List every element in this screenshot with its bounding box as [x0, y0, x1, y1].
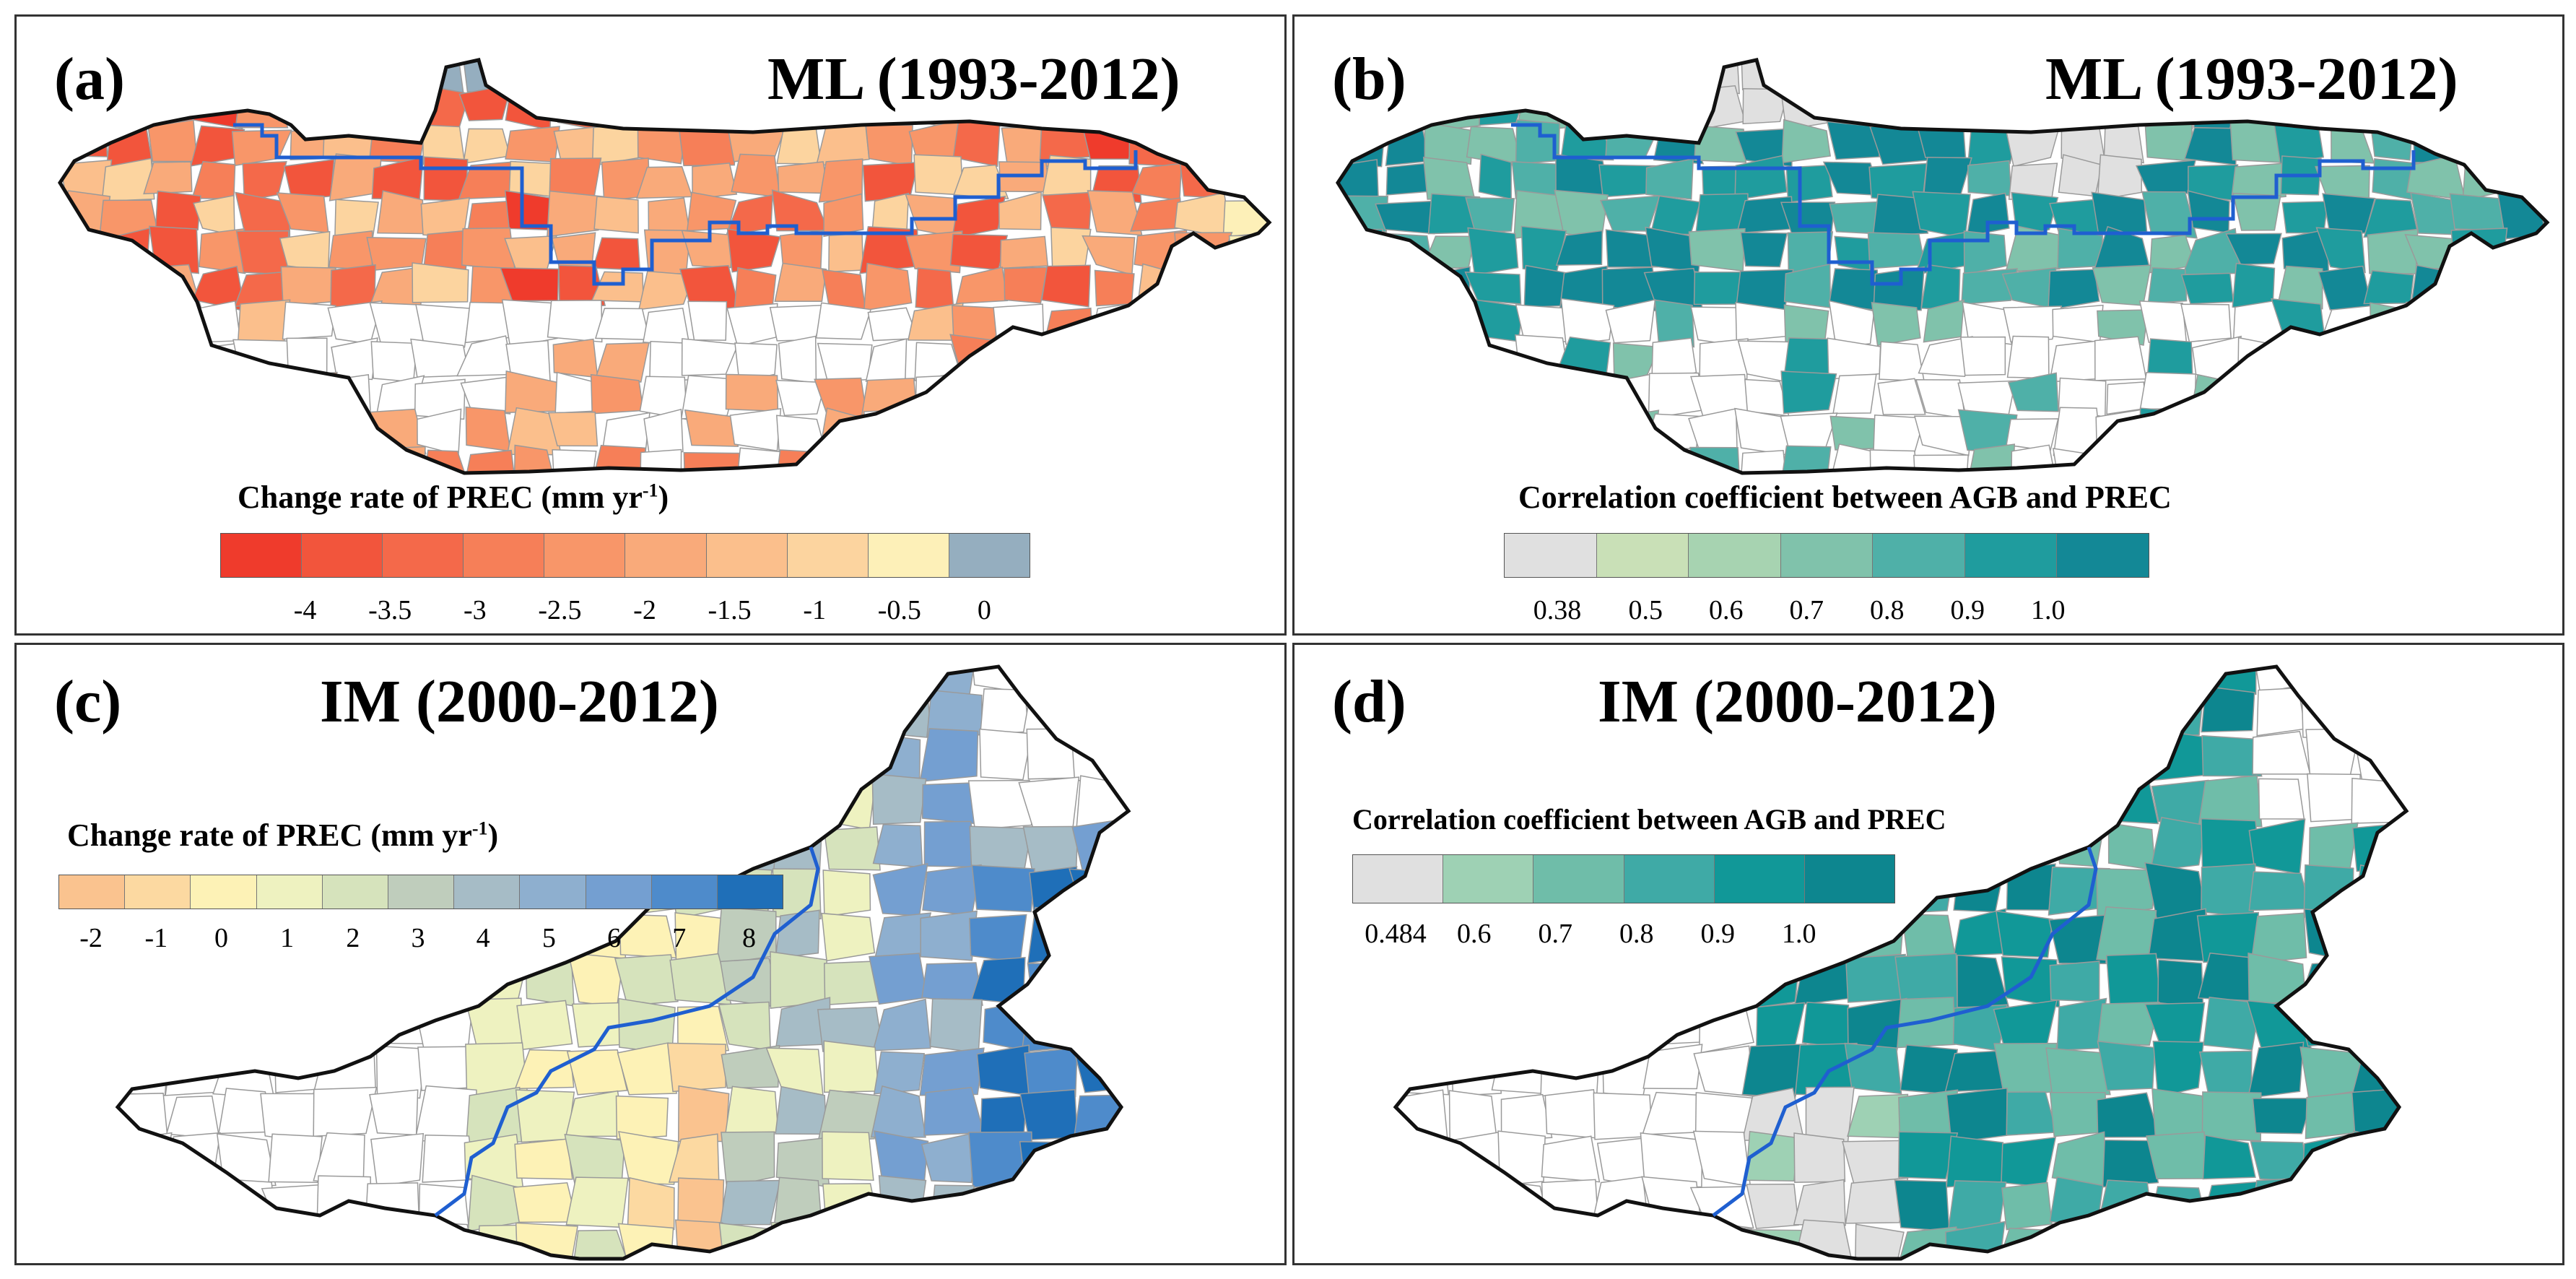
legend-tick-label: -3.5	[368, 595, 412, 625]
panel-a: (a) ML (1993-2012) Change rate of PREC (…	[14, 14, 1287, 636]
legend-tick-label: -2	[79, 923, 103, 953]
legend-tick-label: 1	[280, 923, 295, 953]
legend-tick-label: -1	[144, 923, 168, 953]
legend-swatch	[1533, 855, 1624, 903]
legend-title: Correlation coefficient between AGB and …	[1518, 480, 2172, 515]
legend-swatch	[1505, 534, 1597, 577]
legend-ticks: -4 -3.5 -3 -2.5 -2 -1.5 -1 -0.5 0	[220, 594, 1029, 630]
legend-swatch	[1689, 534, 1781, 577]
legend-colorbar	[1504, 533, 2149, 578]
legend-tick-label: 0.38	[1533, 595, 1582, 625]
legend-swatch	[787, 534, 869, 577]
legend-swatch	[454, 875, 521, 909]
legend-ticks: 0.484 0.6 0.7 0.8 0.9 1.0	[1352, 918, 1894, 954]
legend-ticks: -2 -1 0 1 2 3 4 5 6 7 8	[58, 922, 782, 958]
legend-swatch	[191, 875, 257, 909]
panel-label: (a)	[54, 45, 125, 113]
legend-swatch	[1624, 855, 1715, 903]
legend-title: Change rate of PREC (mm yr-1)	[67, 818, 499, 853]
legend-tick-label: 5	[541, 923, 556, 953]
legend-tick-label: 7	[672, 923, 687, 953]
legend-tick-label: -4	[293, 595, 317, 625]
legend-tick-label: 0.6	[1708, 595, 1744, 625]
legend-swatch	[1596, 534, 1689, 577]
legend-swatch	[651, 875, 718, 909]
legend-swatch	[706, 534, 788, 577]
legend-swatch	[1714, 855, 1805, 903]
legend-swatch	[625, 534, 707, 577]
legend-tick-label: 0.7	[1538, 919, 1573, 949]
legend-tick-label: 0	[977, 595, 991, 625]
legend-swatch	[1353, 855, 1444, 903]
map-ml-a	[58, 58, 1272, 475]
legend-swatch	[464, 534, 545, 577]
panel-label: (d)	[1332, 668, 1406, 735]
legend-swatch	[1873, 534, 1965, 577]
legend-tick-label: 0.8	[1869, 595, 1905, 625]
legend-swatch	[1780, 534, 1874, 577]
legend-tick-label: 0.8	[1619, 919, 1654, 949]
legend-tick-label: 0.9	[1700, 919, 1736, 949]
legend-tick-label: 4	[476, 923, 490, 953]
legend-swatch	[125, 875, 191, 909]
legend-tick-label: 0.484	[1365, 919, 1427, 949]
legend-tick-label: -2	[633, 595, 656, 625]
panel-label: (b)	[1332, 45, 1406, 113]
legend-tick-label: 1.0	[1782, 919, 1816, 949]
legend-tick-label: 0.6	[1457, 919, 1492, 949]
map-ml-b	[1336, 58, 2550, 475]
legend-swatch	[383, 534, 464, 577]
legend-ticks: 0.38 0.5 0.6 0.7 0.8 0.9 1.0	[1504, 594, 2148, 630]
legend-tick-label: 0.7	[1789, 595, 1824, 625]
legend-tick-label: 0	[214, 923, 228, 953]
legend-tick-label: -3	[463, 595, 487, 625]
legend-colorbar	[220, 533, 1030, 578]
legend-swatch	[221, 534, 303, 577]
legend-colorbar	[1352, 854, 1895, 903]
panel-title: IM (2000-2012)	[320, 668, 719, 735]
legend-tick-label: -0.5	[877, 595, 921, 625]
legend-swatch	[1804, 855, 1895, 903]
legend-swatch	[717, 875, 783, 909]
panel-d: (d) IM (2000-2012) Correlation coefficie…	[1292, 643, 2564, 1265]
legend-tick-label: -1.5	[708, 595, 752, 625]
legend-tick-label: 0.5	[1628, 595, 1663, 625]
legend-tick-label: 1.0	[2030, 595, 2066, 625]
panel-title: ML (1993-2012)	[767, 45, 1180, 113]
legend-tick-label: 0.9	[1950, 595, 1985, 625]
legend-swatch	[302, 534, 383, 577]
panel-b: (b) ML (1993-2012) Correlation coefficie…	[1292, 14, 2564, 636]
legend-swatch	[949, 534, 1030, 577]
legend-swatch	[1964, 534, 2058, 577]
legend-title: Correlation coefficient between AGB and …	[1352, 803, 1946, 836]
legend-swatch	[322, 875, 388, 909]
legend-swatch	[256, 875, 323, 909]
panel-c: (c) IM (2000-2012) Change rate of PREC (…	[14, 643, 1287, 1265]
legend-swatch	[544, 534, 626, 577]
legend-tick-label: -2.5	[538, 595, 582, 625]
legend-colorbar	[58, 875, 783, 909]
legend-title: Change rate of PREC (mm yr-1)	[238, 480, 669, 515]
map-im-c	[115, 664, 1131, 1261]
legend-swatch	[2057, 534, 2149, 577]
legend-swatch	[586, 875, 652, 909]
map-im-d	[1393, 664, 2409, 1261]
legend-swatch	[520, 875, 586, 909]
legend-swatch	[1443, 855, 1534, 903]
legend-tick-label: 2	[346, 923, 360, 953]
legend-tick-label: 8	[741, 923, 756, 953]
legend-swatch	[388, 875, 455, 909]
panel-title: ML (1993-2012)	[2045, 45, 2458, 113]
legend-swatch	[59, 875, 126, 909]
panel-title: IM (2000-2012)	[1598, 668, 1997, 735]
panel-label: (c)	[54, 668, 122, 735]
legend-tick-label: -1	[803, 595, 827, 625]
legend-tick-label: 6	[607, 923, 622, 953]
legend-tick-label: 3	[411, 923, 425, 953]
legend-swatch	[868, 534, 949, 577]
